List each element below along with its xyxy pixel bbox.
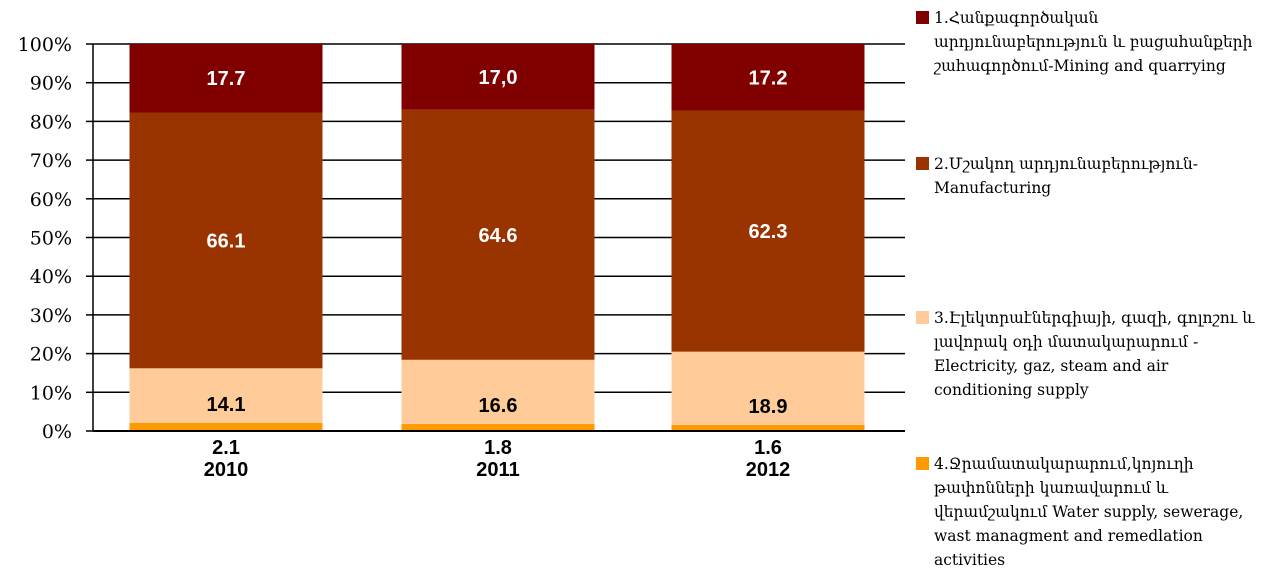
bar-segment	[401, 424, 595, 431]
y-tick-label: 30%	[30, 305, 72, 327]
y-tick-label: 10%	[30, 382, 72, 404]
y-tick-label: 90%	[30, 73, 72, 95]
bar-segment	[401, 44, 595, 110]
axes: 0% 10% 20% 30% 40% 50% 60% 70% 80% 90% 100%	[18, 34, 905, 443]
legend-swatch-electricity	[916, 311, 929, 324]
legend-label-mining: 1.Հանքագործական արդյունաբերություն և բաց…	[934, 9, 1253, 75]
data-label: 1.6	[754, 437, 782, 459]
bar-segment	[129, 368, 323, 423]
bars	[129, 44, 865, 431]
legend-swatch-water	[916, 457, 929, 470]
legend-swatch-manufacturing	[916, 157, 929, 170]
x-tick-label: 2011	[476, 459, 519, 481]
bar-segment	[129, 44, 323, 113]
data-label: 14.1	[207, 394, 246, 416]
data-label: 2.1	[212, 437, 240, 459]
legend-swatch-mining	[916, 11, 929, 24]
y-tick-label: 40%	[30, 266, 72, 288]
data-label: 62.3	[749, 221, 788, 243]
x-tick-label: 2010	[204, 459, 249, 481]
legend-label-manufacturing: 2.Մշակող արդյունաբերություն-Manufacturin…	[934, 155, 1199, 197]
data-label: 18.9	[749, 396, 788, 418]
data-label: 16.6	[479, 395, 518, 417]
bar-segment	[401, 109, 595, 360]
y-tick-label: 60%	[30, 189, 72, 211]
data-label: 1.8	[484, 437, 512, 459]
bar-segment	[671, 351, 865, 425]
bar-segment	[129, 422, 323, 431]
bar-segment	[671, 424, 865, 431]
y-tick-label: 20%	[30, 344, 72, 366]
bar-segment	[129, 112, 323, 369]
bar-segment	[671, 110, 865, 352]
data-label: 66.1	[207, 230, 246, 252]
data-label: 64.6	[479, 225, 518, 247]
y-tick-label: 100%	[18, 34, 72, 56]
legend-label-water: 4.Ջրամատակարարում,կոյուղի թափոնների կառա…	[934, 455, 1244, 569]
data-label: 17.7	[207, 68, 246, 90]
x-tick-label: 2012	[746, 459, 791, 481]
stacked-bar-chart: 0% 10% 20% 30% 40% 50% 60% 70% 80% 90% 100% 2.1 14.…	[18, 34, 905, 481]
y-tick-label: 0%	[42, 421, 72, 443]
bar-segment	[401, 359, 595, 425]
data-label: 17,0	[479, 67, 518, 89]
y-tick-label: 70%	[30, 150, 72, 172]
legend-label-electricity: 3.Էլեկտրաէներգիայի, գազի, գոլոշու և լավո…	[934, 309, 1255, 399]
data-label: 17.2	[749, 67, 788, 89]
y-tick-label: 50%	[30, 228, 72, 250]
bar-segment	[671, 44, 865, 111]
y-tick-label: 80%	[30, 111, 72, 133]
labels: 2.1 14.1 66.1 17.7 2010 1.8 16.6 64.6 17,0 2011 1.…	[204, 67, 791, 481]
